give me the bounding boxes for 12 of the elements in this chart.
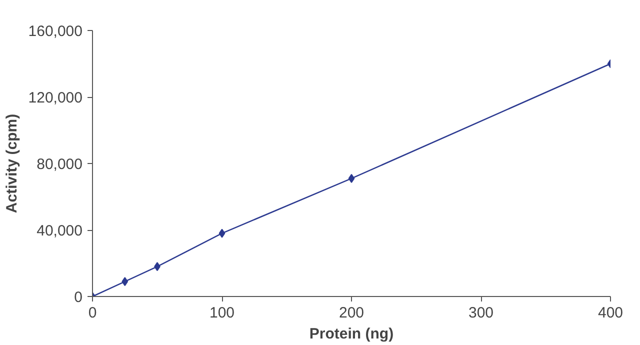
- y-tick-label: 120,000: [28, 90, 83, 106]
- y-axis-title: Activity (cpm): [3, 114, 20, 214]
- y-tick-label: 0: [74, 289, 82, 306]
- y-tick-label: 160,000: [28, 23, 83, 40]
- y-tick-label: 80,000: [36, 156, 83, 173]
- x-tick-label: 300: [468, 304, 494, 322]
- x-axis-title: Protein (ng): [309, 326, 394, 342]
- x-tick-label: 0: [88, 304, 97, 322]
- y-tick-label: 40,000: [36, 222, 83, 240]
- x-tick-label: 400: [598, 304, 624, 322]
- x-tick-label: 200: [338, 304, 364, 322]
- x-tick-label: 100: [209, 304, 235, 322]
